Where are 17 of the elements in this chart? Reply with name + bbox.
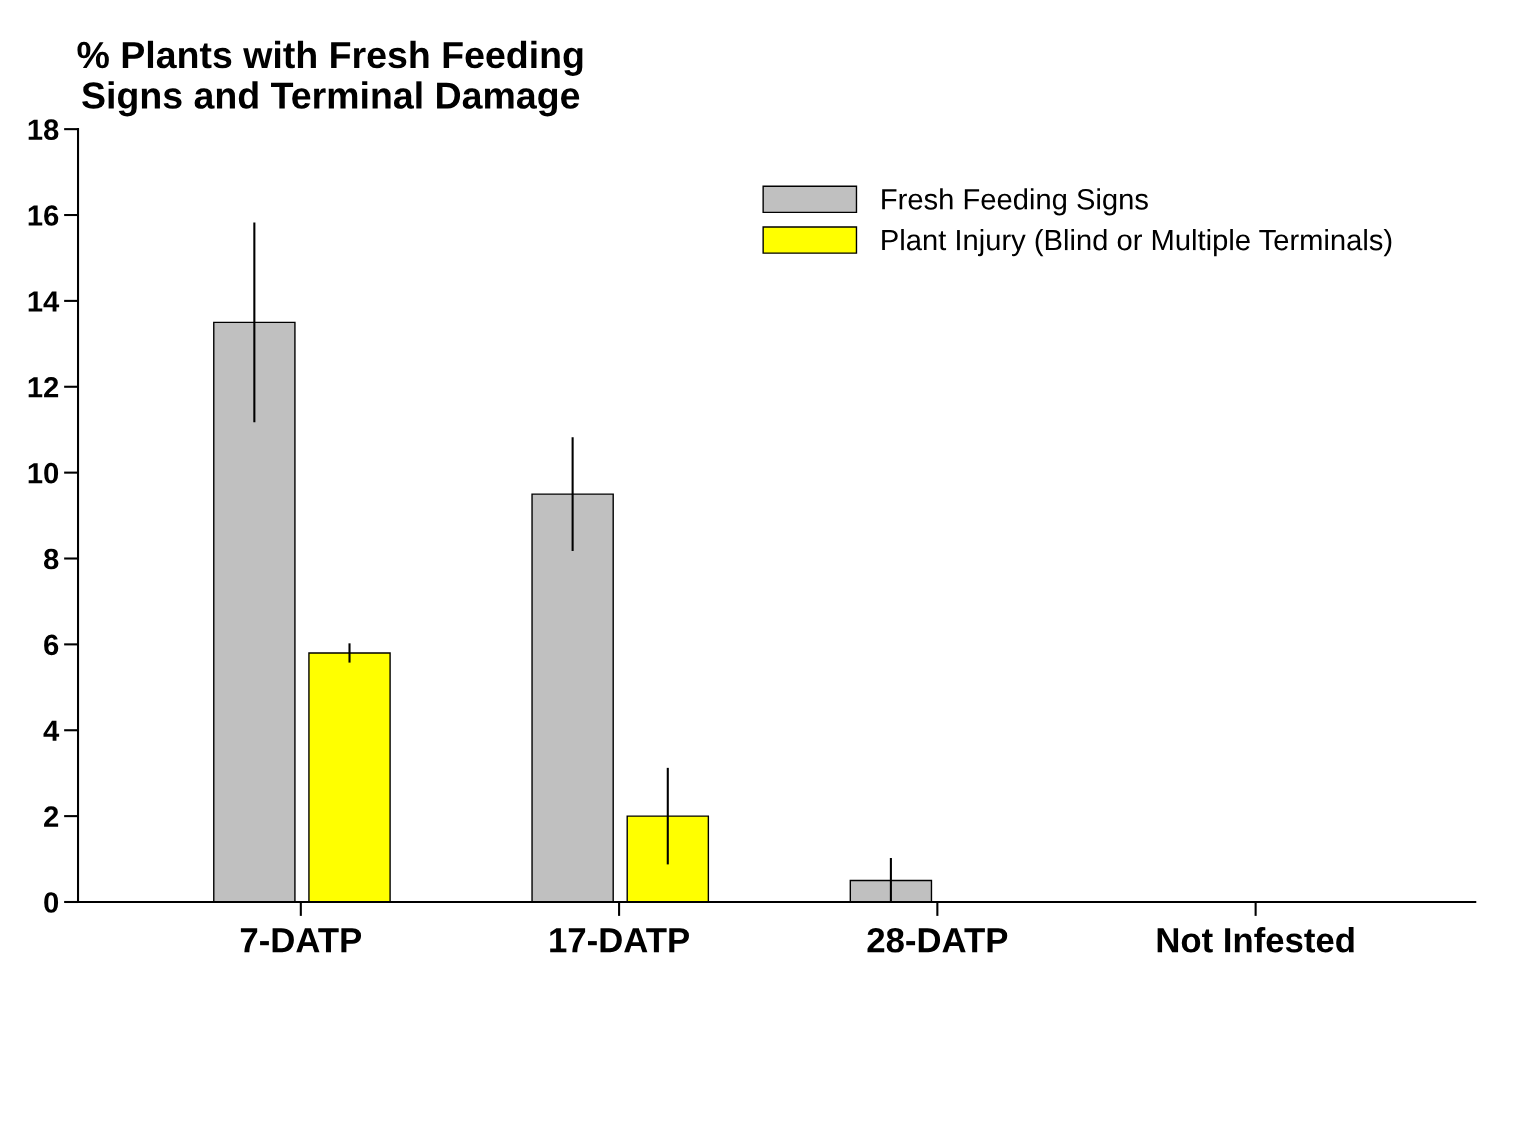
y-tick-label: 18 xyxy=(28,119,59,140)
x-tick-label: 17-DATP xyxy=(550,928,689,953)
x-tick-label: 28-DATP xyxy=(867,927,1008,953)
y-tick-label: 8 xyxy=(43,548,59,570)
y-tick-label: 6 xyxy=(44,634,59,656)
y-tick-label: 16 xyxy=(28,205,59,226)
x-tick-label: 7-DATP xyxy=(240,928,362,953)
legend-label: Plant Injury (Blind or Multiple Terminals) xyxy=(882,228,1392,257)
y-tick-label: 4 xyxy=(43,720,60,741)
y-tick-label: 0 xyxy=(44,892,59,913)
y-tick-label: 10 xyxy=(28,462,59,484)
y-tick-label: 2 xyxy=(44,806,59,827)
y-tick-label: 14 xyxy=(28,291,60,312)
x-tick-label: Not Infested xyxy=(1157,926,1354,953)
chart-title: % Plants with Fresh Feeding Signs and Terminal Damage xyxy=(77,40,583,117)
legend-label: Fresh Feeding Signs xyxy=(882,188,1148,216)
y-tick-label: 12 xyxy=(28,376,59,398)
